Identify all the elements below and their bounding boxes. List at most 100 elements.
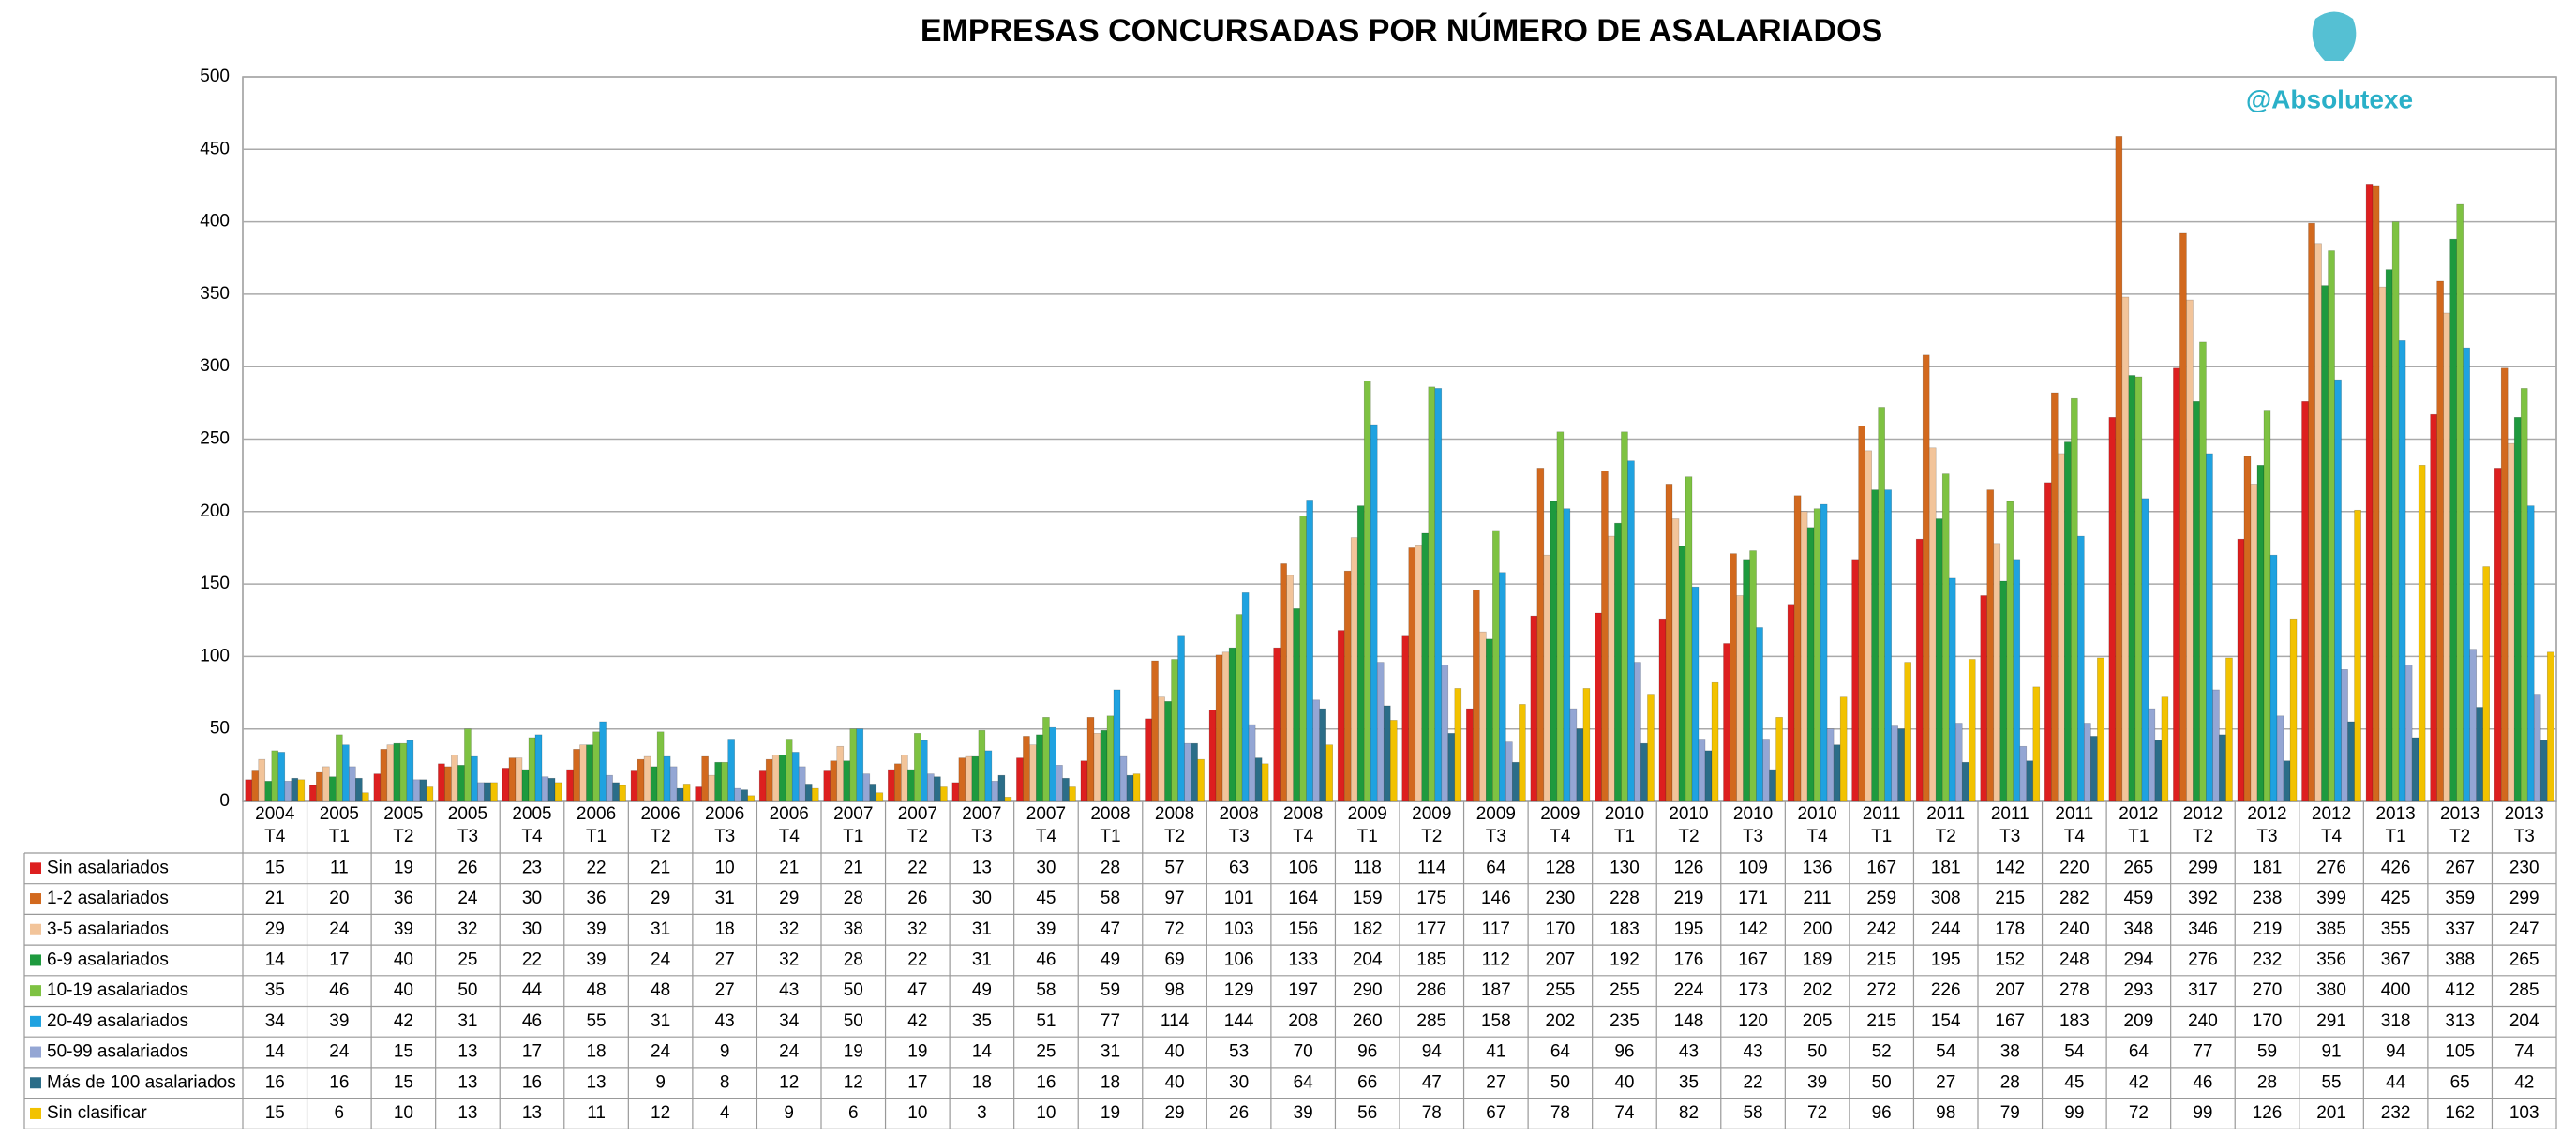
- table-value: 58: [1743, 1103, 1762, 1123]
- bar: [2365, 184, 2374, 802]
- bar: [2476, 707, 2483, 802]
- table-value: 43: [1679, 1042, 1699, 1062]
- table-value: 22: [907, 858, 927, 877]
- bar: [1383, 705, 1391, 802]
- bar: [399, 742, 408, 802]
- table-value: 285: [2509, 980, 2539, 1000]
- bar: [329, 776, 337, 802]
- table-value: 105: [2445, 1042, 2475, 1062]
- bar: [1325, 744, 1334, 802]
- table-value: 42: [2514, 1072, 2534, 1092]
- bar: [1158, 696, 1165, 802]
- table-value: 34: [265, 1011, 286, 1031]
- table-value: 32: [779, 919, 799, 939]
- table-value: 276: [2316, 858, 2346, 877]
- table-value: 294: [2124, 949, 2154, 969]
- bar: [592, 731, 600, 802]
- bar: [1049, 726, 1056, 802]
- table-value: 78: [1422, 1103, 1442, 1123]
- bar: [1408, 547, 1416, 802]
- table-value: 232: [2381, 1103, 2411, 1123]
- table-value: 35: [972, 1011, 992, 1031]
- bar: [1961, 761, 1969, 802]
- bar: [2058, 453, 2065, 802]
- bar: [1621, 431, 1628, 802]
- table-value: 30: [1229, 1072, 1249, 1092]
- table-value: 72: [1807, 1103, 1827, 1123]
- table-value: 78: [1550, 1103, 1570, 1123]
- table-value: 21: [265, 889, 285, 908]
- bar: [785, 739, 793, 802]
- bar: [695, 786, 702, 802]
- table-value: 126: [1674, 858, 1704, 877]
- table-value: 35: [1679, 1072, 1699, 1092]
- bar: [2314, 243, 2322, 802]
- table-value: 54: [2064, 1042, 2085, 1062]
- x-tick-label: 2012 T4: [2312, 804, 2351, 846]
- table-value: 40: [1164, 1072, 1184, 1092]
- table-value: 126: [2253, 1103, 2283, 1123]
- bar: [342, 744, 350, 802]
- table-value: 24: [329, 1042, 350, 1062]
- table-value: 270: [2253, 980, 2283, 1000]
- table-value: 202: [1546, 1011, 1576, 1031]
- table-value: 64: [1486, 858, 1506, 877]
- bar: [1711, 681, 1719, 802]
- table-value: 96: [1872, 1103, 1892, 1123]
- bar: [1132, 773, 1141, 802]
- x-tick-label: 2012 T1: [2119, 804, 2158, 846]
- table-value: 27: [1936, 1072, 1955, 1092]
- table-value: 30: [522, 919, 542, 939]
- table-value: 235: [1610, 1011, 1640, 1031]
- table-value: 42: [394, 1011, 413, 1031]
- bar: [2019, 745, 2028, 802]
- x-tick-label: 2009 T4: [1540, 804, 1580, 846]
- table-value: 299: [2509, 889, 2539, 908]
- bar: [734, 787, 741, 802]
- bar: [894, 763, 902, 802]
- bar: [2449, 238, 2457, 802]
- table-value: 112: [1482, 949, 1510, 969]
- bar: [1723, 643, 1730, 802]
- table-value: 6: [848, 1103, 859, 1123]
- bar: [1787, 604, 1795, 802]
- table-value: 27: [1486, 1072, 1505, 1092]
- table-value: 167: [1738, 949, 1768, 969]
- table-value: 380: [2316, 980, 2346, 1000]
- bar: [1775, 717, 1783, 802]
- bar: [1968, 659, 1976, 802]
- table-value: 240: [2188, 1011, 2218, 1031]
- table-value: 260: [1353, 1011, 1383, 1031]
- table-value: 181: [1931, 858, 1961, 877]
- bar: [2372, 185, 2380, 802]
- table-value: 209: [2124, 1011, 2154, 1031]
- legend-label: Más de 100 asalariados: [47, 1072, 236, 1092]
- legend-swatch: [30, 923, 41, 935]
- legend-label: 1-2 asalariados: [47, 889, 169, 908]
- bar: [2494, 468, 2502, 802]
- bar: [798, 766, 806, 802]
- table-value: 48: [586, 980, 606, 1000]
- x-tick-label: 2005 T4: [512, 804, 551, 846]
- table-value: 244: [1931, 919, 1961, 939]
- table-value: 38: [844, 919, 863, 939]
- bar: [1954, 723, 1963, 802]
- x-tick-label: 2009 T1: [1348, 804, 1387, 846]
- y-tick-label: 400: [200, 212, 230, 232]
- bar: [1839, 696, 1848, 802]
- table-value: 39: [1294, 1103, 1313, 1123]
- bar: [393, 742, 401, 802]
- x-tick-label: 2007 T1: [833, 804, 873, 846]
- table-value: 52: [1872, 1042, 1892, 1062]
- table-value: 167: [1995, 1011, 2025, 1031]
- bar: [1999, 580, 2008, 802]
- table-value: 189: [1803, 949, 1833, 969]
- table-value: 46: [1036, 949, 1056, 969]
- bar: [1356, 505, 1365, 802]
- table-value: 31: [1101, 1042, 1120, 1062]
- x-tick-label: 2010 T2: [1669, 804, 1708, 846]
- table-value: 40: [394, 980, 413, 1000]
- table-value: 272: [1866, 980, 1896, 1000]
- x-tick-label: 2006 T3: [705, 804, 744, 846]
- bar: [1993, 543, 2001, 802]
